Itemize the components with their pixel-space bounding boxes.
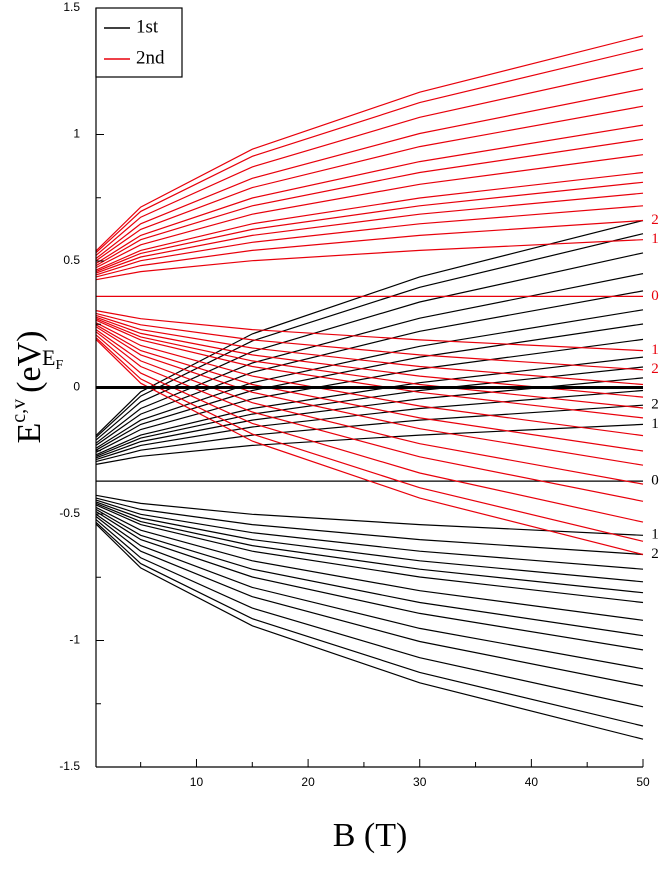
level-line [95, 389, 644, 461]
y-tick-label: -1.5 [59, 759, 80, 773]
level-line [95, 499, 644, 570]
level-line [95, 318, 644, 409]
level-line [95, 124, 644, 265]
y-tick-label: -0.5 [59, 506, 80, 520]
level-line [95, 494, 644, 536]
legend-box [95, 7, 183, 78]
x-tick-label: 40 [525, 775, 539, 789]
level-line [95, 219, 644, 437]
level-line [95, 252, 644, 441]
level-line [95, 501, 644, 583]
y-axis-label: Ec,v (eV) [8, 331, 48, 444]
level-line [95, 337, 644, 542]
level-line [95, 35, 644, 252]
level-line [95, 329, 644, 485]
level-label: 1 [651, 231, 659, 247]
level-line [95, 316, 644, 398]
level-line [95, 88, 644, 259]
level-line [95, 502, 644, 594]
level-label: 1 [651, 342, 659, 358]
level-line [95, 319, 644, 419]
level-line [95, 205, 644, 276]
level-line [95, 105, 644, 262]
level-line [95, 338, 644, 556]
level-line [95, 513, 644, 670]
x-axis-label: B (T) [333, 817, 408, 854]
level-line [95, 154, 644, 269]
level-line [95, 423, 644, 465]
fermi-label-sub: F [55, 358, 63, 373]
level-line [95, 516, 644, 687]
level-line [95, 356, 644, 456]
level-line [95, 331, 644, 502]
level-line [95, 310, 644, 352]
level-line [95, 233, 644, 438]
fermi-label-main: E [42, 345, 55, 370]
level-line [95, 523, 644, 740]
y-label-unit: (eV) [11, 331, 48, 393]
level-label: 2 [651, 546, 659, 562]
x-tick-label: 10 [190, 775, 204, 789]
level-line [95, 504, 644, 604]
plot-area [95, 35, 644, 740]
level-label: 2 [651, 397, 659, 413]
y-tick-label: 1.5 [63, 0, 80, 14]
level-line [95, 338, 644, 453]
level-line [95, 219, 644, 278]
legend-label: 2nd [136, 47, 165, 68]
fermi-label: EF [42, 345, 63, 373]
level-line [95, 506, 644, 621]
level-line [95, 309, 644, 449]
level-line [95, 497, 644, 556]
y-label-sup: c,v [8, 399, 30, 423]
level-line [95, 314, 644, 386]
level-label: 1 [651, 527, 659, 543]
level-line [95, 323, 644, 451]
y-tick-label: 0.5 [63, 253, 80, 267]
level-label: 1 [651, 416, 659, 432]
level-label: 0 [651, 473, 659, 489]
level-label: 0 [651, 288, 659, 304]
level-label: 2 [651, 361, 659, 377]
level-line [95, 322, 644, 437]
level-line [95, 48, 644, 254]
x-tick-label: 30 [413, 775, 427, 789]
level-line [95, 326, 644, 466]
level-line [95, 404, 644, 463]
x-tick-label: 50 [636, 775, 650, 789]
legend-label: 1st [136, 16, 159, 37]
level-line [95, 171, 644, 271]
y-label-main: E [11, 423, 48, 444]
level-line [95, 273, 644, 444]
level-line [95, 192, 644, 274]
level-line [95, 508, 644, 637]
level-line [95, 324, 644, 452]
x-tick-label: 20 [301, 775, 315, 789]
level-line [95, 290, 644, 446]
y-tick-label: 0 [73, 380, 80, 394]
level-line [95, 510, 644, 651]
y-tick-label: 1 [73, 127, 80, 141]
level-line [95, 312, 644, 371]
y-tick-label: -1 [69, 633, 80, 647]
level-line [95, 519, 644, 708]
level-line [95, 67, 644, 256]
level-line [95, 521, 644, 727]
level-line [95, 334, 644, 523]
level-label: 2 [651, 212, 659, 228]
level-line [95, 181, 644, 273]
level-line [95, 138, 644, 267]
level-line [95, 239, 644, 281]
